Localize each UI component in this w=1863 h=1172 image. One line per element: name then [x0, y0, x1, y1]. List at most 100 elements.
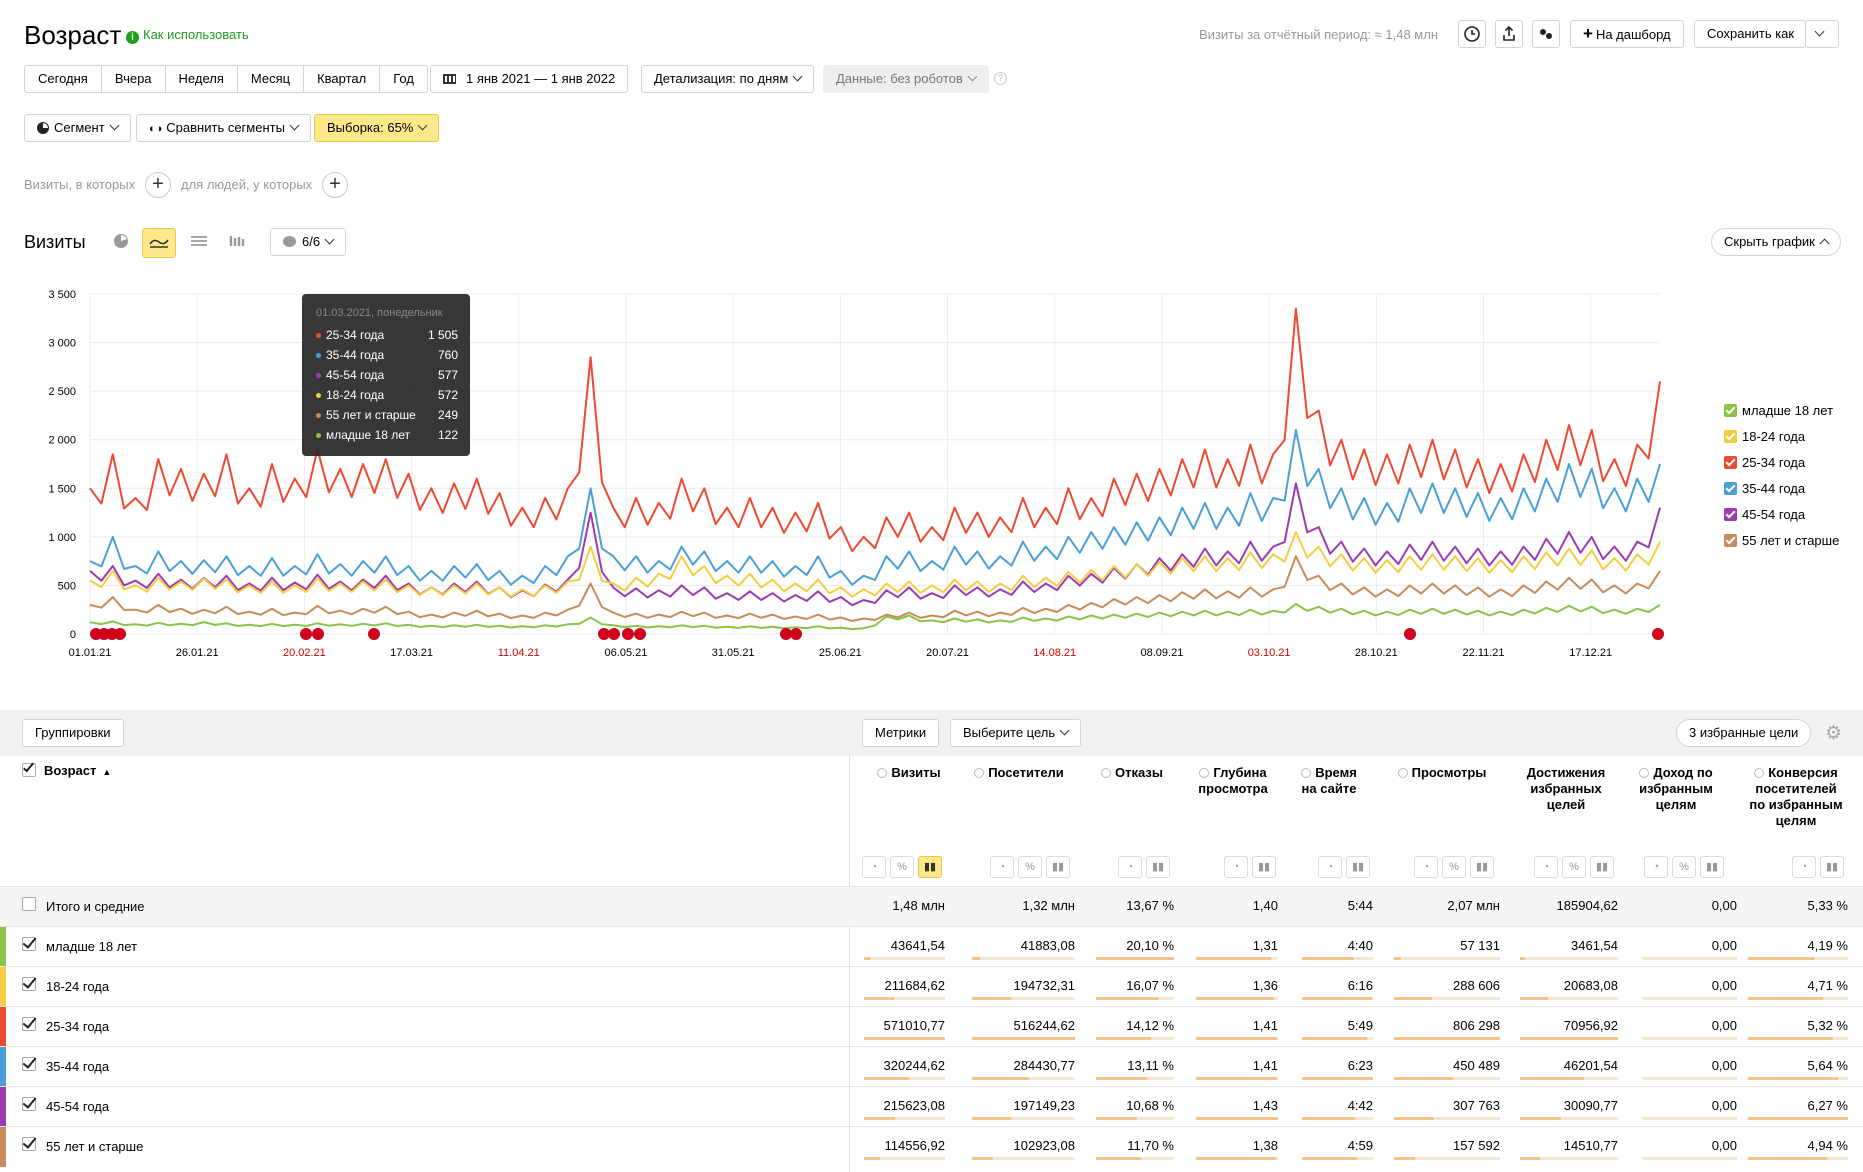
legend-item[interactable]: 25-34 года	[1724, 455, 1805, 470]
x-tick-label: 03.10.21	[1248, 647, 1291, 659]
percent-icon[interactable]: %	[1672, 856, 1696, 878]
percent-icon[interactable]: %	[1442, 856, 1466, 878]
share-button[interactable]	[1532, 20, 1560, 48]
share-bar	[1196, 1077, 1278, 1080]
row-checkbox[interactable]	[22, 937, 36, 951]
hide-chart-button[interactable]: Скрыть график	[1711, 228, 1841, 256]
percent-icon[interactable]: %	[1562, 856, 1586, 878]
tab-week[interactable]: Неделя	[166, 66, 238, 92]
column-header[interactable]: Просмотры	[1392, 765, 1492, 781]
column-header[interactable]: Визиты	[864, 765, 954, 781]
legend-item[interactable]: младше 18 лет	[1724, 403, 1833, 418]
chevron-down-icon	[417, 120, 428, 131]
groupings-button[interactable]: Группировки	[22, 719, 124, 747]
add-visit-condition-button[interactable]: +	[145, 172, 171, 198]
bars-icon[interactable]: ▮▮	[1046, 856, 1070, 878]
bars-icon[interactable]: ▮▮	[1820, 856, 1844, 878]
row-label: младше 18 лет	[46, 939, 138, 954]
table-cell: 70956,92	[1563, 1018, 1618, 1033]
legend-item[interactable]: 35-44 года	[1724, 481, 1805, 496]
pie-icon[interactable]: ◔	[1644, 856, 1668, 878]
table-row[interactable]: младше 18 лет 43641,54 41883,08 20,10 % 1,31…	[0, 926, 1863, 967]
clock-button[interactable]	[1458, 20, 1486, 48]
table-row[interactable]: 55 лет и старше 114556,92 102923,08 11,70 %…	[0, 1126, 1863, 1167]
column-header[interactable]: Достижения избранных целей	[1516, 765, 1616, 813]
segment-dropdown[interactable]: Сегмент	[24, 114, 131, 142]
table-row[interactable]: 35-44 года 320244,62 284430,77 13,11 % 1,41 6…	[0, 1046, 1863, 1087]
column-header[interactable]: Время на сайте	[1296, 765, 1362, 797]
tooltip-label: 45-54 года	[326, 368, 385, 382]
bar-chart-toggle[interactable]	[220, 228, 254, 258]
percent-icon[interactable]: %	[1018, 856, 1042, 878]
table-row[interactable]: 18-24 года 211684,62 194732,31 16,07 % 1,36 6…	[0, 966, 1863, 1007]
detail-dropdown[interactable]: Детализация: по дням	[641, 65, 815, 93]
save-as-button[interactable]: Сохранить как	[1694, 20, 1806, 48]
row-checkbox[interactable]	[22, 977, 36, 991]
settings-gear-icon[interactable]: ⚙	[1825, 723, 1843, 744]
legend-item[interactable]: 18-24 года	[1724, 429, 1805, 444]
line-chart-toggle[interactable]	[142, 228, 176, 258]
pie-icon[interactable]: ◔	[1414, 856, 1438, 878]
row-checkbox[interactable]	[22, 1097, 36, 1111]
help-icon[interactable]: ?	[994, 72, 1007, 85]
column-header[interactable]: Глубина просмотра	[1192, 765, 1274, 797]
annotations-dropdown[interactable]: 6/6	[270, 228, 347, 256]
tab-month[interactable]: Месяц	[238, 66, 305, 92]
tab-yesterday[interactable]: Вчера	[102, 66, 166, 92]
tab-year[interactable]: Год	[393, 71, 414, 86]
how-to-use-link[interactable]: i Как использовать	[126, 27, 249, 44]
row-checkbox[interactable]	[22, 1137, 36, 1151]
area-chart-toggle[interactable]	[182, 228, 216, 258]
bars-icon[interactable]: ▮▮	[1346, 856, 1370, 878]
bars-icon[interactable]: ▮▮	[1590, 856, 1614, 878]
pie-icon[interactable]: ◔	[1792, 856, 1816, 878]
totals-row[interactable]: Итого и средние 1,48 млн 1,32 млн 13,67 % 1,…	[0, 886, 1863, 926]
bars-icon[interactable]: ▮▮	[1252, 856, 1276, 878]
metrics-button[interactable]: Метрики	[862, 719, 940, 747]
column-header[interactable]: Посетители	[964, 765, 1074, 781]
bars-icon[interactable]: ▮▮	[1470, 856, 1494, 878]
column-header-label: Достижения избранных целей	[1526, 765, 1606, 812]
share-bar	[1520, 1077, 1618, 1080]
bars-icon[interactable]: ▮▮	[918, 856, 942, 878]
sample-dropdown[interactable]: Выборка: 65%	[314, 114, 440, 142]
share-bar-fill	[1748, 1077, 1838, 1080]
pie-icon[interactable]: ◔	[862, 856, 886, 878]
favorite-goals-button[interactable]: 3 избранные цели	[1676, 719, 1812, 747]
share-bar	[1302, 997, 1373, 1000]
row-checkbox[interactable]	[22, 1017, 36, 1031]
date-range-picker[interactable]: 1 янв 2021 — 1 янв 2022	[430, 65, 629, 93]
bars-icon[interactable]: ▮▮	[1146, 856, 1170, 878]
pie-icon[interactable]: ◔	[1534, 856, 1558, 878]
tab-today[interactable]: Сегодня	[25, 66, 102, 92]
dimension-header[interactable]: Возраст ▲	[22, 760, 111, 778]
pie-icon[interactable]: ◔	[1224, 856, 1248, 878]
pie-icon[interactable]: ◔	[1118, 856, 1142, 878]
column-header[interactable]: Отказы	[1092, 765, 1172, 781]
compare-segments-dropdown[interactable]: ◐◑ Сравнить сегменты	[136, 114, 311, 142]
clock-icon	[1464, 26, 1480, 42]
table-row[interactable]: 25-34 года 571010,77 516244,62 14,12 % 1,41 5…	[0, 1006, 1863, 1047]
pie-icon[interactable]: ◔	[1318, 856, 1342, 878]
add-people-condition-button[interactable]: +	[322, 172, 348, 198]
header-checkbox[interactable]	[22, 760, 36, 777]
to-dashboard-button[interactable]: + На дашборд	[1570, 20, 1684, 48]
row-checkbox[interactable]	[22, 1057, 36, 1071]
choose-goal-dropdown[interactable]: Выберите цель	[950, 719, 1082, 747]
column-header[interactable]: Доход по избранным целям	[1634, 765, 1718, 813]
pie-icon[interactable]: ◔	[990, 856, 1014, 878]
bars-icon[interactable]: ▮▮	[1700, 856, 1724, 878]
data-filter-dropdown[interactable]: Данные: без роботов	[823, 65, 989, 93]
area-chart-icon	[191, 236, 207, 246]
table-row[interactable]: 45-54 года 215623,08 197149,23 10,68 % 1,43 4…	[0, 1086, 1863, 1127]
share-bar-fill	[864, 1037, 945, 1040]
column-header[interactable]: Конверсия посетителей по избранным целям	[1748, 765, 1844, 829]
export-button[interactable]	[1495, 20, 1523, 48]
row-checkbox[interactable]	[22, 897, 36, 911]
percent-icon[interactable]: %	[890, 856, 914, 878]
pie-chart-toggle[interactable]	[104, 228, 138, 258]
tab-quarter[interactable]: Квартал	[304, 66, 381, 92]
legend-item[interactable]: 45-54 года	[1724, 507, 1805, 522]
save-as-dropdown[interactable]	[1805, 20, 1839, 48]
legend-item[interactable]: 55 лет и старше	[1724, 533, 1839, 548]
